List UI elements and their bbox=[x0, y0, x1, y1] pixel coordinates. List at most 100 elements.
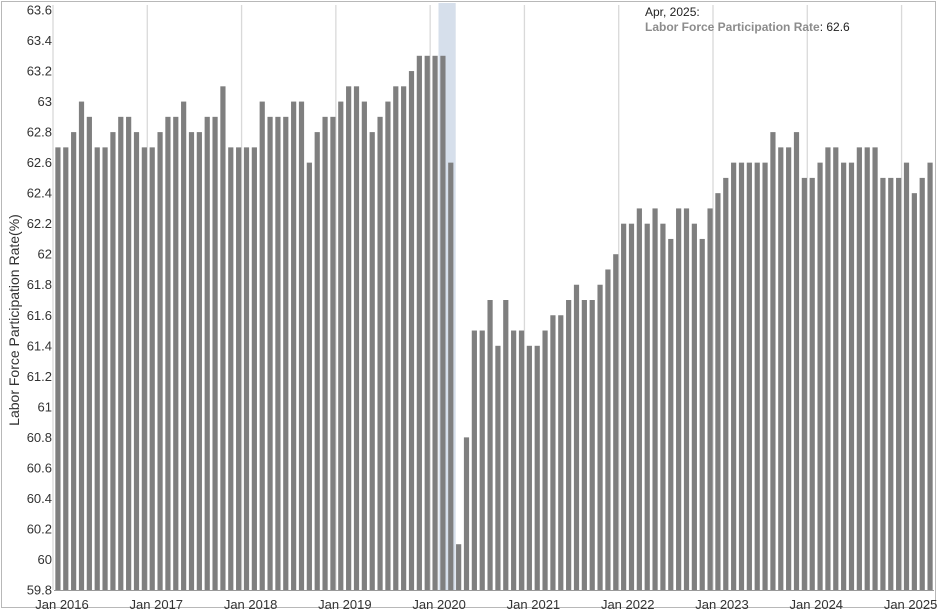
bar[interactable] bbox=[644, 223, 650, 590]
bar[interactable] bbox=[338, 101, 344, 590]
bar[interactable] bbox=[715, 193, 721, 590]
bar[interactable] bbox=[503, 300, 509, 590]
bar[interactable] bbox=[786, 147, 792, 591]
bar[interactable] bbox=[919, 177, 925, 591]
bar[interactable] bbox=[196, 132, 202, 590]
bar[interactable] bbox=[636, 208, 642, 590]
bar[interactable] bbox=[526, 345, 532, 590]
bar[interactable] bbox=[754, 162, 760, 590]
bar[interactable] bbox=[911, 193, 917, 590]
bar[interactable] bbox=[471, 330, 477, 590]
bar[interactable] bbox=[856, 147, 862, 591]
bar[interactable] bbox=[275, 116, 281, 590]
bar[interactable] bbox=[707, 208, 713, 590]
bar[interactable] bbox=[463, 437, 470, 590]
bar[interactable] bbox=[479, 330, 485, 590]
bar[interactable] bbox=[283, 116, 289, 590]
bar[interactable] bbox=[511, 330, 517, 590]
bar[interactable] bbox=[86, 116, 92, 590]
bar[interactable] bbox=[628, 223, 635, 590]
bar[interactable] bbox=[314, 132, 320, 590]
bar[interactable] bbox=[880, 177, 886, 591]
bar[interactable] bbox=[385, 101, 391, 590]
bar[interactable] bbox=[817, 162, 823, 590]
bar[interactable] bbox=[188, 132, 195, 590]
bar[interactable] bbox=[330, 116, 336, 590]
bar[interactable] bbox=[251, 147, 257, 591]
bar[interactable] bbox=[589, 300, 595, 590]
bar[interactable] bbox=[566, 300, 572, 590]
bar[interactable] bbox=[896, 177, 902, 591]
bar[interactable] bbox=[110, 132, 116, 590]
bar[interactable] bbox=[212, 116, 218, 590]
bar[interactable] bbox=[141, 147, 147, 591]
bar[interactable] bbox=[291, 101, 297, 590]
bar[interactable] bbox=[770, 132, 776, 590]
bar[interactable] bbox=[165, 116, 171, 590]
bar[interactable] bbox=[448, 162, 454, 590]
bar[interactable] bbox=[133, 132, 140, 590]
bar[interactable] bbox=[204, 116, 210, 590]
bar[interactable] bbox=[676, 208, 682, 590]
bar[interactable] bbox=[243, 147, 250, 591]
bar[interactable] bbox=[841, 162, 847, 590]
bar[interactable] bbox=[723, 177, 729, 591]
bar[interactable] bbox=[440, 55, 446, 590]
bar[interactable] bbox=[393, 86, 399, 590]
bar[interactable] bbox=[683, 208, 690, 590]
bar[interactable] bbox=[888, 177, 894, 591]
bar[interactable] bbox=[738, 162, 745, 590]
bar[interactable] bbox=[731, 162, 737, 590]
bar[interactable] bbox=[173, 116, 179, 590]
bar[interactable] bbox=[181, 101, 187, 590]
bar[interactable] bbox=[456, 544, 462, 590]
bar[interactable] bbox=[55, 147, 61, 591]
bar[interactable] bbox=[848, 162, 855, 590]
bar[interactable] bbox=[833, 147, 839, 591]
bar[interactable] bbox=[63, 147, 69, 591]
bar[interactable] bbox=[157, 132, 163, 590]
bar[interactable] bbox=[377, 116, 383, 590]
bar[interactable] bbox=[228, 147, 234, 591]
bar[interactable] bbox=[762, 162, 768, 590]
bar[interactable] bbox=[613, 254, 619, 591]
bar[interactable] bbox=[534, 345, 540, 590]
bar[interactable] bbox=[267, 116, 273, 590]
bar[interactable] bbox=[259, 101, 265, 590]
bar[interactable] bbox=[573, 284, 580, 590]
bar[interactable] bbox=[872, 147, 878, 591]
bar[interactable] bbox=[118, 116, 124, 590]
bar[interactable] bbox=[864, 147, 870, 591]
bar[interactable] bbox=[298, 101, 305, 590]
bar[interactable] bbox=[126, 116, 132, 590]
bar[interactable] bbox=[236, 147, 242, 591]
bar[interactable] bbox=[495, 345, 501, 590]
bar[interactable] bbox=[558, 315, 564, 590]
bar[interactable] bbox=[401, 86, 407, 590]
bar[interactable] bbox=[306, 162, 312, 590]
bar[interactable] bbox=[149, 147, 155, 591]
bar[interactable] bbox=[416, 55, 422, 590]
bar[interactable] bbox=[691, 223, 697, 590]
bar[interactable] bbox=[361, 101, 367, 590]
bar[interactable] bbox=[801, 177, 807, 591]
bar[interactable] bbox=[809, 177, 815, 591]
bar[interactable] bbox=[660, 223, 666, 590]
bar[interactable] bbox=[78, 101, 85, 590]
bar[interactable] bbox=[220, 86, 226, 590]
bar[interactable] bbox=[621, 223, 627, 590]
bar[interactable] bbox=[424, 55, 430, 590]
bar[interactable] bbox=[699, 238, 705, 590]
bar[interactable] bbox=[778, 147, 784, 591]
bar[interactable] bbox=[369, 132, 375, 590]
bar[interactable] bbox=[550, 315, 556, 590]
bar[interactable] bbox=[597, 284, 603, 590]
bar[interactable] bbox=[542, 330, 548, 590]
bar[interactable] bbox=[487, 300, 493, 590]
bar[interactable] bbox=[581, 300, 587, 590]
bar[interactable] bbox=[353, 86, 360, 590]
bar[interactable] bbox=[793, 132, 800, 590]
bar[interactable] bbox=[825, 147, 831, 591]
bar[interactable] bbox=[71, 132, 77, 590]
bar[interactable] bbox=[903, 162, 910, 590]
